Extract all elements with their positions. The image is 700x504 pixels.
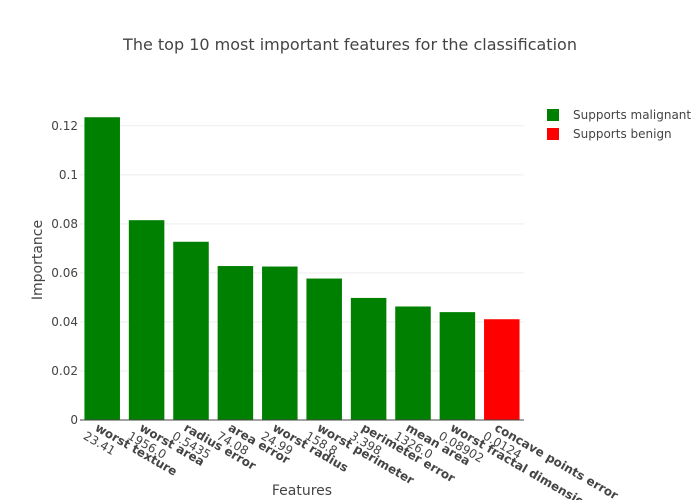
y-tick-label: 0.04 (51, 315, 78, 329)
bar-area-error[interactable] (217, 266, 254, 420)
bars (84, 117, 520, 421)
y-tick-label: 0.1 (59, 168, 78, 182)
x-axis-title: Features (272, 483, 332, 499)
legend-swatch (547, 128, 559, 140)
y-axis-ticks: 0 0.02 0.04 0.06 0.08 0.1 0.12 (51, 119, 78, 427)
y-tick-label: 0 (70, 413, 78, 427)
legend-label: Supports benign (573, 127, 672, 141)
legend-swatch (547, 109, 559, 121)
y-tick-label: 0.08 (51, 217, 78, 231)
bar-worst-texture[interactable] (84, 117, 120, 421)
legend-label: Supports malignant (573, 108, 691, 122)
bar-worst-perimeter[interactable] (306, 278, 342, 420)
bar-concave-points-error[interactable] (484, 319, 520, 420)
bar-mean-area[interactable] (395, 306, 431, 420)
y-axis-title: Importance (30, 220, 46, 300)
y-tick-label: 0.02 (51, 364, 78, 378)
y-tick-label: 0.12 (51, 119, 78, 133)
bar-worst-radius[interactable] (262, 266, 298, 420)
bar-worst-area[interactable] (128, 220, 165, 420)
legend: Supports malignant Supports benign (547, 108, 691, 141)
bar-perimeter-error[interactable] (350, 297, 387, 420)
bar-radius-error[interactable] (173, 241, 209, 420)
y-tick-label: 0.06 (51, 266, 78, 280)
chart-title: The top 10 most important features for t… (122, 35, 577, 54)
bar-worst-fractal-dimension[interactable] (439, 312, 476, 420)
